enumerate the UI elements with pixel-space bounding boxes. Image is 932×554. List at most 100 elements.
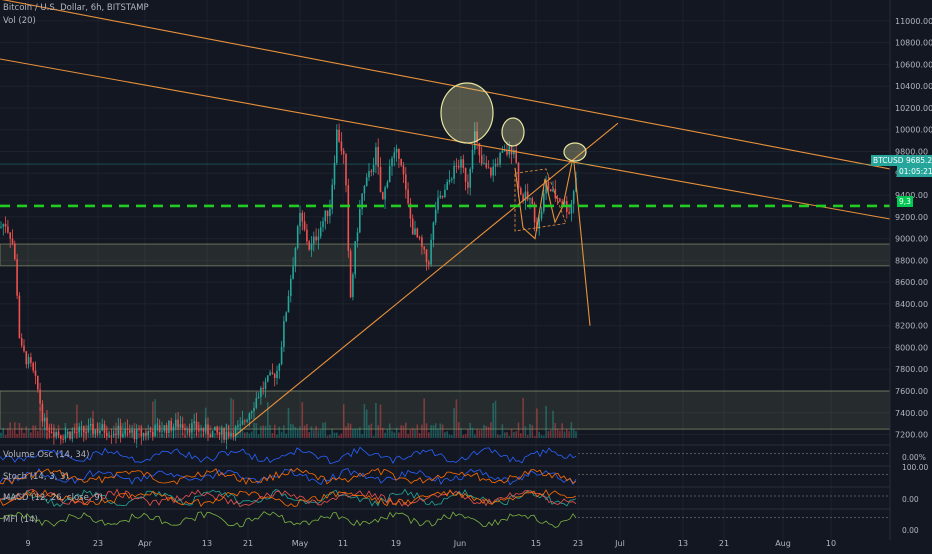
candle-body: [225, 431, 228, 440]
candle-body: [129, 430, 131, 433]
candle-body: [418, 237, 421, 239]
volume-bar: [317, 430, 320, 438]
candle-body: [492, 166, 494, 176]
volume-bar: [363, 404, 366, 438]
candle-body: [11, 238, 14, 244]
support-tag: 9,3: [897, 196, 913, 207]
volume-bar: [570, 422, 573, 438]
candle-body: [517, 162, 520, 189]
candle-body: [186, 428, 189, 431]
volume-bar: [554, 422, 557, 438]
volume-bar: [9, 422, 11, 438]
y-tick-label: 10400.00: [895, 82, 932, 91]
volume-bar: [352, 428, 354, 438]
candle-body: [195, 421, 198, 430]
candle-body: [379, 166, 382, 193]
candle-body: [87, 425, 90, 433]
volume-bar: [526, 434, 529, 438]
candle-body: [540, 211, 543, 219]
volume-bar: [267, 402, 269, 438]
candle-body: [460, 159, 462, 168]
volume-bar: [416, 424, 419, 438]
volume-bar: [405, 422, 407, 438]
volume-bar: [237, 424, 239, 438]
volume-bar: [480, 429, 483, 438]
candle-body: [347, 185, 350, 251]
highlight-circle-medium: [501, 117, 525, 147]
volume-bar: [407, 433, 409, 438]
volume-bar: [354, 428, 356, 438]
volume-bar: [425, 423, 428, 438]
volume-bar: [566, 428, 568, 438]
volume-osc-label[interactable]: Volume Osc (14, 34): [3, 450, 90, 460]
candle-body: [336, 129, 338, 163]
indicator-series-line: [0, 489, 577, 507]
candle-body: [313, 236, 315, 244]
x-tick-label: 15: [531, 539, 541, 548]
volume-bar: [448, 434, 451, 438]
volume-bar: [294, 427, 297, 438]
stoch-label[interactable]: Stoch (14, 3, 3): [3, 472, 69, 482]
candle-body: [204, 424, 207, 432]
x-tick-label: 13: [202, 539, 212, 548]
candle-body: [257, 396, 260, 399]
candle-body: [329, 208, 331, 217]
candle-body: [306, 229, 308, 242]
volume-bar: [14, 422, 16, 438]
y-tick-label: 8200.00: [895, 322, 928, 331]
volume-bar: [552, 410, 554, 438]
volume-bar: [421, 424, 423, 438]
candle-body: [531, 198, 534, 204]
candle-body: [16, 259, 18, 296]
volume-bar: [503, 432, 506, 438]
volume-bar: [467, 429, 469, 438]
volume-bar: [27, 429, 30, 438]
volume-bar: [129, 430, 131, 438]
volume-bar: [301, 402, 304, 438]
candle-body: [20, 337, 23, 346]
candle-body: [526, 191, 529, 200]
y-tick-label: 10200.00: [895, 104, 932, 113]
volume-bar: [513, 431, 515, 438]
volume-bar: [89, 426, 92, 438]
macd-label[interactable]: MACD (12, 26, close, 9): [3, 493, 103, 503]
volume-bar: [273, 424, 276, 438]
candle-body: [241, 420, 244, 425]
candle-body: [310, 243, 313, 250]
y-tick-label: 8800.00: [895, 256, 928, 265]
candle-body: [7, 226, 9, 233]
price-tag-value: 9685.26: [905, 156, 932, 165]
x-tick-label: 11: [338, 539, 348, 548]
candle-body: [462, 159, 465, 168]
volume-bar: [340, 433, 343, 438]
y-tick-label: 11000.00: [895, 17, 932, 26]
volume-bar: [487, 427, 490, 438]
candle-body: [170, 420, 172, 431]
candle-body: [200, 428, 202, 431]
candle-body: [467, 181, 469, 188]
volume-bar: [7, 428, 9, 438]
candle-body: [4, 224, 7, 227]
drawings-layer: [0, 0, 891, 437]
mfi-label[interactable]: MFI (14): [3, 515, 38, 525]
highlight-circle-small: [563, 142, 587, 162]
candle-body: [131, 430, 133, 433]
candle-body: [416, 228, 419, 238]
volume-bar: [361, 434, 363, 438]
candle-body: [352, 274, 354, 298]
x-tick-label: Jun: [453, 539, 467, 548]
volume-bar: [386, 428, 389, 438]
candle-body: [405, 174, 407, 190]
candle-body: [53, 432, 55, 437]
price-axis[interactable]: 11000.00 10800.00 10600.00 10400.00 10200.00…: [889, 0, 932, 550]
candle-body: [338, 129, 340, 142]
volume-bar: [455, 399, 458, 438]
volume-bar: [395, 427, 398, 438]
volume-bar: [418, 433, 421, 438]
time-axis[interactable]: 9 23 Apr 13 21 May 11 19 Jun 15 23 Jul 13 21 Aug 10: [25, 539, 836, 548]
candle-body: [568, 212, 570, 214]
candle-body: [538, 218, 540, 229]
candle-body: [444, 189, 446, 198]
